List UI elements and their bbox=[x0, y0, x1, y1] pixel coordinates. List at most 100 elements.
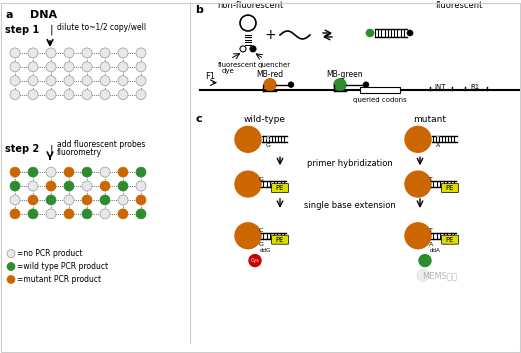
Circle shape bbox=[118, 167, 128, 177]
Text: quencher: quencher bbox=[258, 62, 291, 68]
Circle shape bbox=[136, 181, 146, 191]
Text: fluorescent: fluorescent bbox=[218, 62, 257, 68]
Text: ddA: ddA bbox=[430, 248, 440, 253]
Circle shape bbox=[10, 48, 20, 58]
Circle shape bbox=[289, 82, 293, 87]
Circle shape bbox=[407, 30, 413, 36]
Text: T: T bbox=[429, 176, 433, 181]
Text: mutant: mutant bbox=[414, 115, 446, 124]
Circle shape bbox=[28, 181, 38, 191]
Text: =wild type PCR product: =wild type PCR product bbox=[17, 262, 108, 271]
Circle shape bbox=[64, 167, 74, 177]
Text: Cys: Cys bbox=[251, 258, 259, 263]
FancyBboxPatch shape bbox=[441, 184, 458, 192]
Text: |: | bbox=[50, 25, 54, 35]
Text: PE: PE bbox=[446, 185, 454, 191]
Circle shape bbox=[64, 209, 74, 219]
Text: |: | bbox=[50, 144, 54, 155]
Text: PE: PE bbox=[276, 185, 284, 191]
Circle shape bbox=[405, 223, 431, 249]
Text: b: b bbox=[195, 5, 203, 15]
FancyBboxPatch shape bbox=[271, 235, 289, 244]
Circle shape bbox=[136, 195, 146, 205]
Text: A: A bbox=[436, 143, 440, 148]
Circle shape bbox=[82, 62, 92, 72]
Circle shape bbox=[118, 195, 128, 205]
Circle shape bbox=[82, 167, 92, 177]
Text: R1: R1 bbox=[470, 84, 480, 90]
Circle shape bbox=[417, 270, 429, 281]
Circle shape bbox=[46, 181, 56, 191]
Circle shape bbox=[118, 48, 128, 58]
Circle shape bbox=[10, 76, 20, 86]
Circle shape bbox=[118, 209, 128, 219]
Circle shape bbox=[10, 181, 20, 191]
Circle shape bbox=[7, 263, 15, 270]
FancyBboxPatch shape bbox=[271, 184, 289, 192]
Text: MB-green: MB-green bbox=[327, 70, 363, 79]
Text: PE: PE bbox=[276, 237, 284, 243]
Circle shape bbox=[64, 181, 74, 191]
Circle shape bbox=[28, 167, 38, 177]
Circle shape bbox=[118, 62, 128, 72]
Circle shape bbox=[46, 62, 56, 72]
Circle shape bbox=[82, 195, 92, 205]
Text: dilute to~1/2 copy/well: dilute to~1/2 copy/well bbox=[57, 23, 146, 31]
Circle shape bbox=[100, 90, 110, 100]
Circle shape bbox=[334, 79, 346, 91]
Text: G: G bbox=[258, 242, 264, 247]
Circle shape bbox=[28, 195, 38, 205]
Text: PE: PE bbox=[446, 237, 454, 243]
Circle shape bbox=[235, 126, 261, 152]
Text: wild-type: wild-type bbox=[244, 115, 286, 124]
Circle shape bbox=[118, 76, 128, 86]
Circle shape bbox=[46, 209, 56, 219]
Circle shape bbox=[100, 167, 110, 177]
Text: +: + bbox=[264, 28, 276, 42]
Text: =no PCR product: =no PCR product bbox=[17, 249, 82, 258]
Circle shape bbox=[364, 82, 368, 87]
Circle shape bbox=[264, 79, 276, 91]
Circle shape bbox=[100, 76, 110, 86]
Circle shape bbox=[7, 275, 15, 283]
Text: =mutant PCR product: =mutant PCR product bbox=[17, 275, 101, 284]
Text: add fluorescent probes: add fluorescent probes bbox=[57, 140, 145, 149]
Text: fluorescent: fluorescent bbox=[436, 1, 483, 10]
Circle shape bbox=[100, 48, 110, 58]
Circle shape bbox=[46, 90, 56, 100]
Text: ddG: ddG bbox=[259, 248, 270, 253]
Text: C: C bbox=[266, 136, 270, 141]
Text: MB-red: MB-red bbox=[256, 70, 283, 79]
Circle shape bbox=[240, 46, 246, 52]
Text: non-fluorescent: non-fluorescent bbox=[217, 1, 283, 10]
Circle shape bbox=[100, 62, 110, 72]
Text: DNA: DNA bbox=[30, 10, 57, 20]
Text: T: T bbox=[436, 136, 440, 141]
Text: fluorometry: fluorometry bbox=[57, 148, 102, 157]
Circle shape bbox=[136, 62, 146, 72]
Circle shape bbox=[64, 76, 74, 86]
Circle shape bbox=[64, 195, 74, 205]
Circle shape bbox=[250, 46, 256, 52]
Circle shape bbox=[136, 209, 146, 219]
Circle shape bbox=[366, 29, 374, 37]
Circle shape bbox=[28, 62, 38, 72]
Circle shape bbox=[46, 48, 56, 58]
Circle shape bbox=[64, 90, 74, 100]
Text: INT: INT bbox=[434, 84, 446, 90]
Text: primer hybridization: primer hybridization bbox=[307, 159, 393, 168]
Text: queried codons: queried codons bbox=[353, 97, 407, 103]
Text: MEMS技术: MEMS技术 bbox=[423, 271, 457, 280]
Circle shape bbox=[10, 167, 20, 177]
Text: step 1: step 1 bbox=[5, 25, 39, 35]
Text: dye: dye bbox=[222, 68, 235, 74]
Circle shape bbox=[10, 62, 20, 72]
Circle shape bbox=[100, 209, 110, 219]
Circle shape bbox=[28, 76, 38, 86]
Circle shape bbox=[100, 181, 110, 191]
Circle shape bbox=[118, 90, 128, 100]
Circle shape bbox=[249, 255, 261, 267]
Circle shape bbox=[10, 209, 20, 219]
Circle shape bbox=[7, 250, 15, 258]
Text: C: C bbox=[259, 228, 263, 233]
